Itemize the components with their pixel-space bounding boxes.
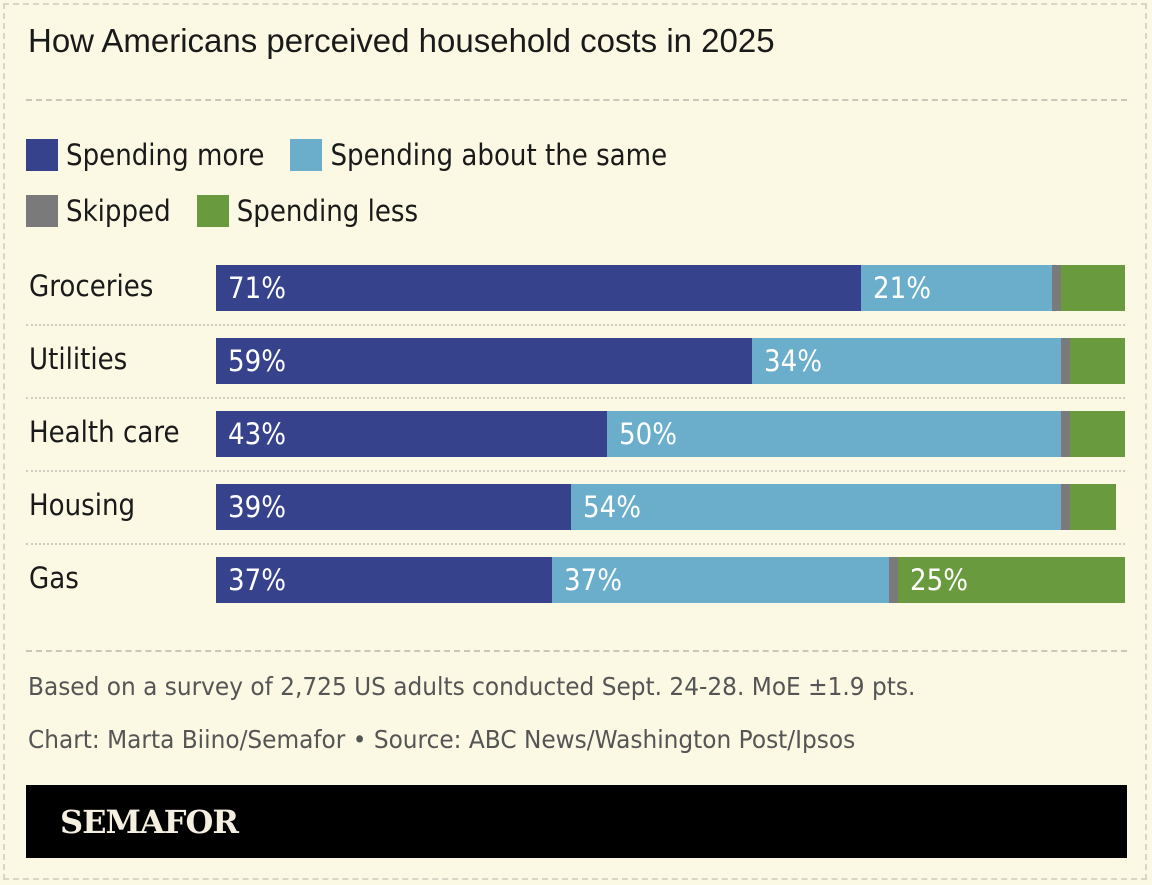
bar-segment-skipped [1061, 484, 1071, 530]
row-separator [26, 397, 1125, 399]
data-label: 21% [873, 271, 932, 305]
bar-segment-spending-more [216, 484, 571, 530]
row-separator [26, 543, 1125, 545]
legend-label: Skipped [66, 194, 171, 228]
legend-label: Spending about the same [330, 138, 668, 172]
category-label: Groceries [29, 269, 154, 303]
legend-swatch [290, 139, 323, 171]
bar-segment-skipped [1052, 265, 1062, 311]
row-separator [26, 324, 1125, 326]
bar-segment-spending-about-the-same [552, 557, 889, 603]
data-label: 71% [228, 271, 287, 305]
category-label: Utilities [29, 342, 128, 376]
row-separator [26, 470, 1125, 472]
divider [26, 650, 1127, 652]
legend-item-skipped: Skipped [26, 194, 171, 228]
data-label: 37% [564, 563, 623, 597]
bar-segment-spending-less [1070, 338, 1125, 384]
bar-segment-spending-more [216, 338, 753, 384]
legend-item-spending-same: Spending about the same [290, 138, 667, 172]
category-label: Gas [29, 561, 79, 595]
legend-item-spending-more: Spending more [26, 138, 264, 172]
bar-segment-spending-more [216, 265, 862, 311]
bar-segment-spending-more [216, 557, 553, 603]
bar-segment-spending-about-the-same [570, 484, 1062, 530]
data-label: 25% [909, 563, 968, 597]
legend-swatch [26, 195, 58, 227]
data-label: 34% [764, 344, 823, 378]
data-label: 43% [228, 417, 287, 451]
legend-swatch [26, 139, 58, 171]
bar-segment-spending-about-the-same [606, 411, 1062, 457]
bar-segment-spending-less [1061, 265, 1125, 311]
legend-label: Spending less [236, 194, 419, 228]
semafor-logo: SEMAFOR [60, 803, 239, 841]
data-label: 50% [618, 417, 677, 451]
category-label: Health care [29, 415, 180, 449]
bar-segment-skipped [888, 557, 898, 603]
legend-swatch [196, 195, 229, 227]
chart-title: How Americans perceived household costs … [28, 22, 775, 59]
legend-row-1: Spending more Spending about the same [26, 138, 693, 172]
bar-segment-spending-less [1070, 484, 1116, 530]
bar-segment-spending-less [1070, 411, 1125, 457]
brand-bar: SEMAFOR [26, 785, 1127, 858]
bar-segment-spending-about-the-same [752, 338, 1062, 384]
legend-label: Spending more [66, 138, 265, 172]
bar-segment-skipped [1061, 411, 1071, 457]
divider [26, 99, 1127, 101]
source-credit: Chart: Marta Biino/Semafor • Source: ABC… [28, 725, 856, 754]
data-label: 59% [228, 344, 287, 378]
survey-note: Based on a survey of 2,725 US adults con… [28, 672, 916, 701]
chart-frame [3, 3, 1147, 880]
bar-segment-spending-less [897, 557, 1125, 603]
category-label: Housing [29, 488, 136, 522]
bar-segment-spending-more [216, 411, 607, 457]
legend-row-2: Skipped Spending less [26, 194, 444, 228]
data-label: 54% [582, 490, 641, 524]
legend-item-spending-less: Spending less [196, 194, 419, 228]
bar-segment-spending-about-the-same [861, 265, 1053, 311]
data-label: 37% [228, 563, 287, 597]
bar-segment-skipped [1061, 338, 1071, 384]
data-label: 39% [228, 490, 287, 524]
